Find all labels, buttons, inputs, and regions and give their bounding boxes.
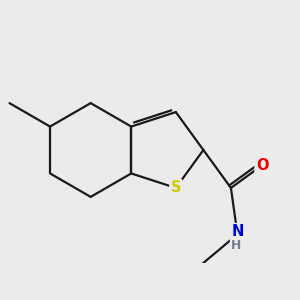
Text: O: O — [256, 158, 268, 173]
Text: N: N — [231, 224, 244, 239]
Text: S: S — [171, 180, 181, 195]
Text: H: H — [230, 239, 241, 252]
